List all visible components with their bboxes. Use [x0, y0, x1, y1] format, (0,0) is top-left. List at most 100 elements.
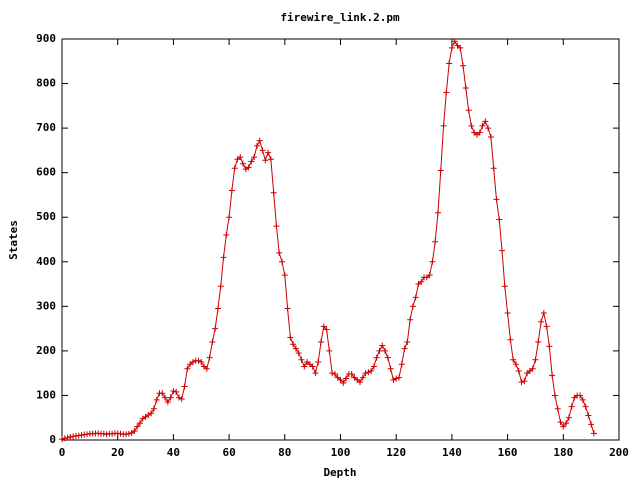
data-point — [507, 336, 514, 343]
data-point — [510, 356, 517, 363]
data-point — [217, 283, 224, 290]
data-point — [148, 410, 155, 417]
data-point — [440, 122, 447, 129]
data-point — [496, 216, 503, 223]
data-point — [370, 363, 377, 370]
data-point — [362, 370, 369, 377]
data-point — [298, 356, 305, 363]
data-point — [309, 363, 316, 370]
data-point — [493, 196, 500, 203]
data-point — [231, 165, 238, 172]
data-point — [267, 156, 274, 163]
data-point — [373, 354, 380, 361]
data-point — [398, 361, 405, 368]
data-point — [167, 394, 174, 401]
data-point — [323, 326, 330, 333]
data-point — [295, 350, 302, 357]
data-point — [312, 370, 319, 377]
data-point — [164, 399, 171, 406]
data-point — [301, 363, 308, 370]
data-point — [150, 405, 157, 412]
data-point — [535, 338, 542, 345]
data-point — [412, 294, 419, 301]
data-point — [214, 305, 221, 312]
data-point — [465, 107, 472, 114]
y-tick-label: 100 — [36, 388, 56, 401]
data-point — [504, 310, 511, 317]
x-tick-label: 140 — [442, 446, 462, 459]
data-point — [429, 258, 436, 265]
y-tick-label: 300 — [36, 299, 56, 312]
data-point — [170, 387, 177, 394]
data-point — [184, 365, 191, 372]
data-point — [181, 383, 188, 390]
x-tick-label: 60 — [222, 446, 235, 459]
data-point — [585, 412, 592, 419]
data-point — [490, 165, 497, 172]
data-point — [343, 375, 350, 382]
data-point — [248, 158, 255, 165]
data-point — [198, 359, 205, 366]
data-point — [329, 370, 336, 377]
data-point — [320, 323, 327, 330]
data-point — [390, 376, 397, 383]
data-point — [212, 325, 219, 332]
data-point — [226, 214, 233, 221]
data-point — [518, 379, 525, 386]
data-point — [228, 187, 235, 194]
data-point — [209, 338, 216, 345]
data-point — [468, 122, 475, 129]
x-tick-label: 40 — [167, 446, 180, 459]
data-point — [175, 394, 182, 401]
data-point — [521, 378, 528, 385]
y-tick-label: 900 — [36, 32, 56, 45]
y-tick-label: 600 — [36, 166, 56, 179]
data-point — [220, 254, 227, 261]
data-point — [557, 419, 564, 426]
data-point — [563, 420, 570, 427]
y-axis-label: States — [7, 220, 20, 260]
data-point — [401, 345, 408, 352]
data-point — [384, 354, 391, 361]
y-tick-label: 200 — [36, 344, 56, 357]
data-point — [240, 160, 247, 167]
data-point — [256, 137, 263, 144]
data-point — [579, 396, 586, 403]
data-point — [379, 342, 386, 349]
data-point — [125, 430, 132, 437]
data-point — [376, 347, 383, 354]
data-point — [326, 347, 333, 354]
data-point — [206, 354, 213, 361]
data-point — [590, 430, 597, 437]
data-point — [331, 371, 338, 378]
data-point — [443, 89, 450, 96]
data-point — [532, 356, 539, 363]
data-point — [259, 147, 266, 154]
data-point — [546, 343, 553, 350]
data-point — [134, 423, 141, 430]
data-point — [340, 379, 347, 386]
data-point — [515, 367, 522, 374]
data-point — [279, 258, 286, 265]
data-point — [529, 365, 536, 372]
data-point — [253, 142, 260, 149]
x-tick-label: 200 — [609, 446, 629, 459]
data-point — [457, 44, 464, 51]
data-point — [195, 357, 202, 364]
data-point — [409, 303, 416, 310]
data-point — [178, 396, 185, 403]
data-point — [262, 157, 269, 164]
data-point — [543, 323, 550, 330]
data-point — [276, 249, 283, 256]
data-point — [448, 44, 455, 51]
data-point — [501, 283, 508, 290]
data-point — [136, 420, 143, 427]
data-point — [237, 154, 244, 161]
data-point — [538, 318, 545, 325]
data-point — [368, 367, 375, 374]
data-point — [395, 374, 402, 381]
data-point — [318, 338, 325, 345]
data-point — [359, 374, 366, 381]
x-tick-label: 20 — [111, 446, 124, 459]
